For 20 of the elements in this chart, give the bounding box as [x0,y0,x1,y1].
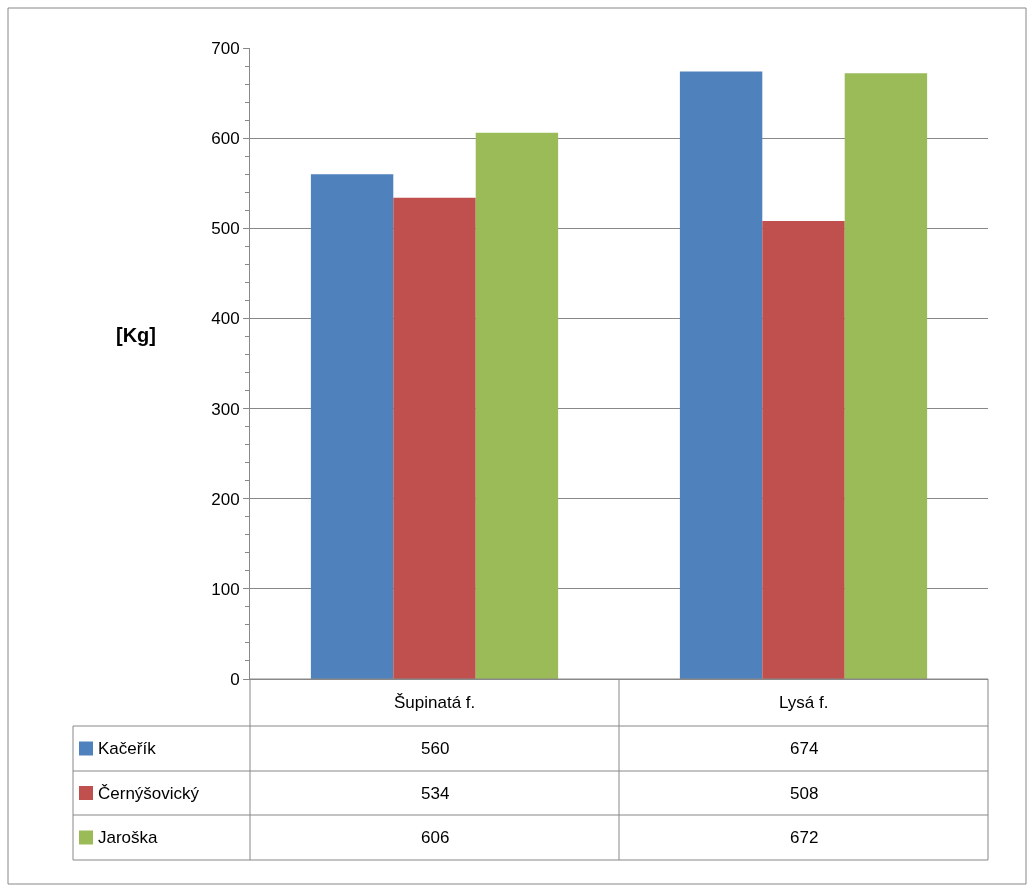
y-tick-label: 100 [211,579,240,599]
data-label: 674 [790,739,819,758]
data-label: 534 [421,784,450,803]
data-label: 508 [790,784,819,803]
legend-label: Černýšovický [98,784,200,803]
y-tick-label: 500 [211,219,240,239]
y-tick-label: 0 [230,669,240,689]
legend-label: Jaroška [98,828,159,847]
y-axis-title: [Kg] [116,324,156,346]
y-tick-label: 600 [211,129,240,149]
x-tick-label: Šupinatá f. [394,693,476,712]
y-tick-label: 700 [211,38,240,58]
data-label: 606 [421,828,450,847]
legend-label: Kačeřík [98,739,157,758]
data-label: 672 [790,828,819,847]
y-tick-label: 200 [211,489,240,509]
data-label: 560 [421,739,450,758]
y-tick-label: 400 [211,309,240,329]
y-tick-label: 300 [211,399,240,419]
x-tick-label: Lysá f. [779,693,829,712]
